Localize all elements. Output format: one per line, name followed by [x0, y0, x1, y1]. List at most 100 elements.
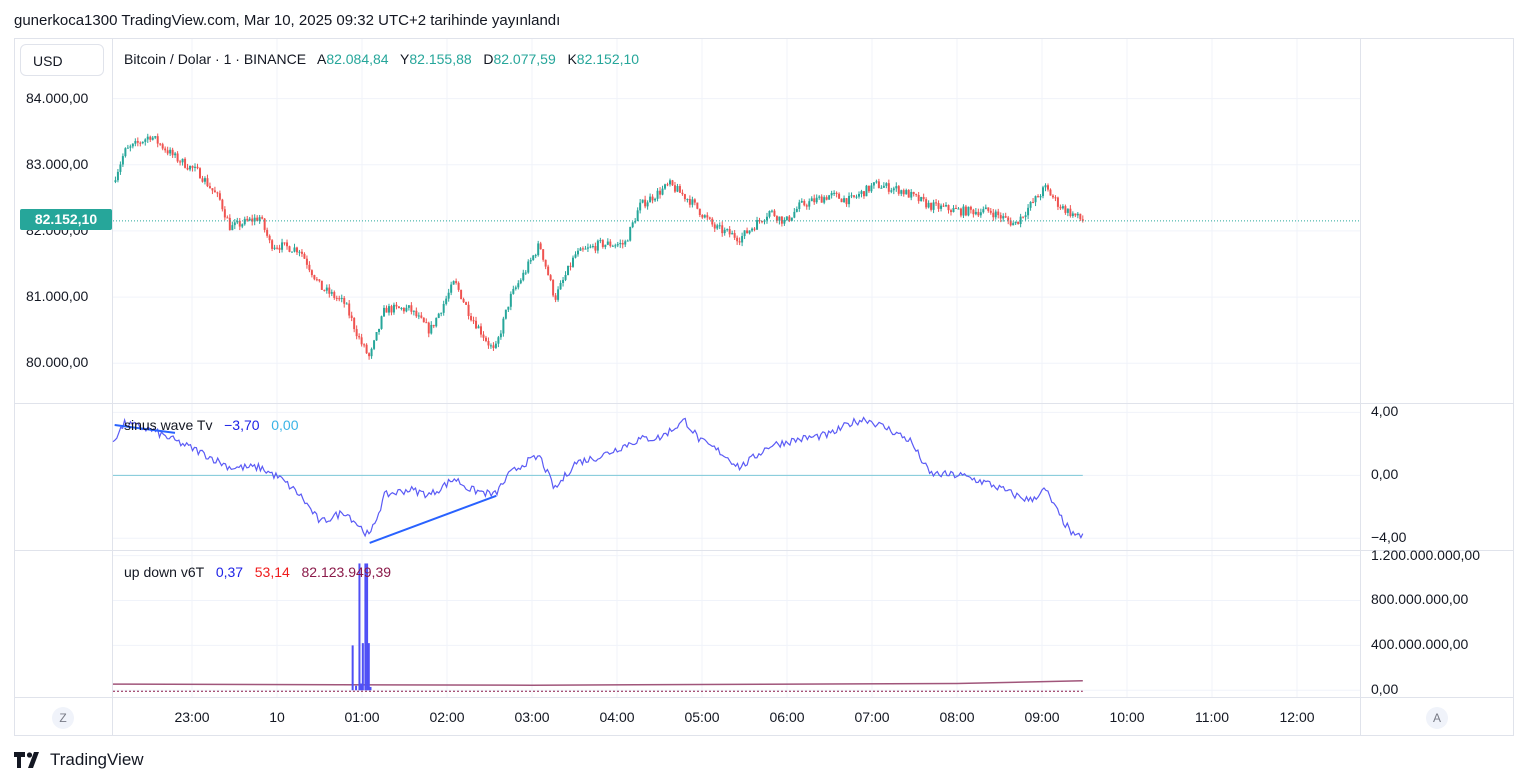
candle-body — [1029, 201, 1032, 208]
candle-body — [756, 220, 759, 230]
candle-body — [887, 183, 890, 192]
candle-body — [303, 253, 306, 259]
candle-body — [940, 205, 943, 209]
candle-body — [1009, 220, 1012, 226]
time-axis-label: 06:00 — [769, 709, 805, 725]
candle-body — [1046, 185, 1049, 190]
candle-body — [567, 265, 570, 276]
currency-button[interactable]: USD — [20, 44, 104, 76]
candle-body — [629, 227, 632, 241]
candle-body — [320, 280, 323, 290]
candle-body — [1066, 208, 1069, 213]
candle-body — [626, 240, 629, 242]
candle-body — [390, 306, 393, 313]
candle-body — [139, 142, 142, 144]
candle-body — [462, 299, 465, 303]
close-value: 82.152,10 — [576, 51, 640, 67]
candle-body — [552, 279, 555, 296]
candle-body — [728, 229, 731, 235]
candle-body — [233, 222, 236, 226]
candle-body — [256, 217, 259, 221]
price-axis-label: 83.000,00 — [26, 155, 89, 172]
candle-body — [539, 243, 542, 250]
candle-body — [698, 208, 701, 216]
candle-body — [144, 139, 147, 142]
candle-body — [1012, 223, 1015, 226]
updown-name[interactable]: up down v6T — [124, 564, 205, 580]
candle-body — [761, 221, 764, 223]
candle-body — [992, 212, 995, 218]
candle-body — [514, 287, 517, 289]
time-axis-label: 01:00 — [344, 709, 380, 725]
candle-body — [721, 225, 724, 234]
candle-body — [460, 289, 463, 300]
candle-body — [865, 185, 868, 197]
candle-body — [154, 136, 157, 138]
candle-body — [310, 270, 313, 276]
candle-body — [636, 210, 639, 222]
updown-axis-label: 400.000.000,00 — [1371, 636, 1469, 653]
candle-body — [576, 250, 579, 255]
low-label: D — [483, 51, 494, 67]
candle-body — [450, 284, 453, 293]
candle-body — [1059, 206, 1062, 209]
tradingview-logo[interactable]: TradingView — [14, 750, 144, 770]
tradingview-logo-icon — [14, 752, 39, 768]
candle-body — [313, 275, 316, 280]
time-axis-label: 04:00 — [599, 709, 635, 725]
sinus-name[interactable]: sinus wave Tv — [124, 417, 213, 433]
candle-body — [196, 166, 199, 169]
candle-body — [897, 186, 900, 194]
candle-body — [743, 230, 746, 237]
candle-body — [982, 209, 985, 213]
candle-body — [338, 298, 341, 300]
candle-body — [711, 218, 714, 225]
candle-body — [915, 194, 918, 196]
auto-scale-button[interactable]: A — [1426, 707, 1448, 729]
candle-body — [1007, 217, 1010, 221]
candle-body — [641, 199, 644, 203]
candle-body — [945, 205, 948, 207]
candle-body — [1019, 216, 1022, 224]
candle-body — [1034, 196, 1037, 203]
high-label: Y — [400, 51, 410, 67]
candle-body — [661, 188, 664, 195]
candle-body — [569, 265, 572, 267]
candle-body — [738, 241, 741, 243]
candle-body — [373, 340, 376, 349]
candle-body — [932, 202, 935, 210]
candle-body — [353, 317, 356, 330]
candle-body — [614, 245, 617, 247]
candle-body — [189, 165, 192, 170]
candle-body — [619, 243, 622, 245]
candle-body — [606, 241, 609, 245]
candle-body — [238, 220, 241, 227]
candle-body — [810, 198, 813, 202]
candle-body — [380, 316, 383, 329]
candle-body — [611, 245, 614, 247]
candle-body — [201, 178, 204, 182]
candle-body — [276, 247, 279, 249]
candle-body — [420, 315, 423, 318]
candle-body — [355, 329, 358, 337]
candle-body — [534, 255, 537, 257]
candle-body — [315, 279, 318, 281]
candle-body — [678, 186, 681, 193]
candle-body — [350, 315, 353, 318]
updown-axis-label: 0,00 — [1371, 681, 1399, 698]
candle-body — [853, 195, 856, 197]
candle-body — [425, 322, 428, 324]
candle-body — [146, 136, 149, 140]
close-label: K — [567, 51, 577, 67]
candle-body — [184, 158, 187, 168]
timezone-button[interactable]: Z — [52, 707, 74, 729]
symbol-name[interactable]: Bitcoin / Dolar · 1 · BINANCE — [124, 51, 307, 67]
candle-body — [949, 210, 952, 213]
candle-body — [947, 205, 950, 211]
candle-body — [1074, 213, 1077, 216]
candle-body — [557, 289, 560, 300]
candle-body — [121, 156, 124, 165]
candle-body — [596, 240, 599, 251]
candle-body — [427, 322, 430, 334]
